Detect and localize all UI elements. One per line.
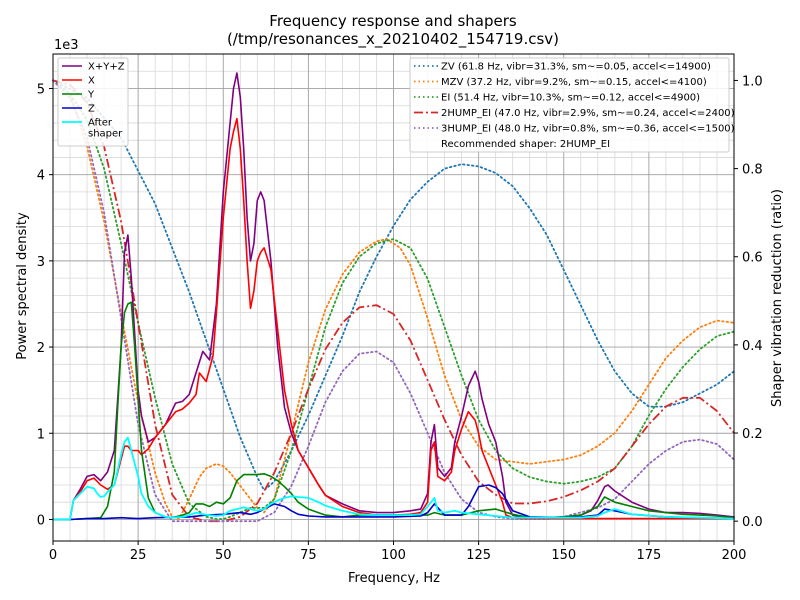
y-tick-label: 5 [37, 82, 45, 97]
x-tick-label: 125 [466, 548, 491, 563]
y-offset-text: 1e3 [54, 38, 79, 53]
legend-label-line: After [88, 118, 113, 129]
series-line-2 [52, 301, 735, 521]
legend-label: Y [87, 90, 95, 101]
legend-label: 3HUMP_EI (48.0 Hz, vibr=0.8%, sm~=0.36, … [441, 124, 735, 135]
x-axis-label: Frequency, Hz [348, 571, 440, 586]
x-tick-label: 200 [722, 548, 747, 563]
x-tick-label: 75 [300, 548, 317, 563]
legend-label: X+Y+Z [88, 62, 125, 73]
y-tick-label: 1 [37, 427, 45, 442]
legend-left: X+Y+Z XYZ After shaper [57, 57, 129, 147]
y-right-tick-label: 0.2 [742, 427, 763, 442]
y-right-tick-label: 1.0 [742, 74, 763, 89]
legend-right-box [409, 57, 730, 153]
chart-title: Frequency response and shapers [269, 12, 517, 30]
y-right-tick-label: 0.6 [742, 251, 763, 266]
y-tick-label: 4 [37, 169, 45, 184]
y-axis-label: Power spectral density [15, 212, 30, 360]
x-tick-label: 100 [381, 548, 406, 563]
y-right-tick-label: 0.8 [742, 163, 763, 178]
y-tick-label: 0 [37, 513, 45, 528]
axes: 0 25 50 75 100 125 150 175 200 0 1 2 3 4 5 0.0 0.2 0.4 0.6… [37, 53, 763, 563]
series-line-5 [52, 79, 735, 492]
recommended-shaper-label: Recommended shaper: 2HUMP_EI [441, 139, 610, 150]
y-right-tick-label: 0.4 [742, 339, 763, 354]
y-axis-right-label: Shaper vibration reduction (ratio) [770, 189, 785, 407]
x-tick-label: 150 [551, 548, 576, 563]
x-tick-label: 175 [636, 548, 661, 563]
legend-label-line: shaper [88, 129, 123, 140]
x-tick-label: 25 [130, 548, 147, 563]
series-line-4 [52, 436, 735, 521]
y-right-tick-label: 0.0 [742, 515, 763, 530]
legend-label: MZV (37.2 Hz, vibr=9.2%, sm~=0.15, accel… [441, 77, 707, 88]
series-line-8 [52, 79, 735, 523]
x-tick-label: 0 [49, 548, 57, 563]
y-tick-label: 2 [37, 341, 45, 356]
legend-label: X [88, 76, 95, 87]
plot-area [52, 72, 735, 523]
legend-label: ZV (61.8 Hz, vibr=31.3%, sm~=0.05, accel… [441, 62, 711, 73]
y-tick-label: 3 [37, 255, 45, 270]
legend-label: Z [88, 104, 95, 115]
series-line-1 [52, 117, 735, 521]
legend-right: ZV (61.8 Hz, vibr=31.3%, sm~=0.05, accel… [409, 57, 735, 153]
series-line-9 [52, 79, 735, 523]
legend-label: EI (51.4 Hz, vibr=10.3%, sm~=0.12, accel… [441, 93, 700, 104]
chart-subtitle: (/tmp/resonances_x_20210402_154719.csv) [227, 30, 559, 49]
legend-label: After shaper [88, 118, 123, 140]
x-tick-label: 50 [215, 548, 232, 563]
legend-label: 2HUMP_EI (47.0 Hz, vibr=2.9%, sm~=0.24, … [441, 108, 735, 119]
